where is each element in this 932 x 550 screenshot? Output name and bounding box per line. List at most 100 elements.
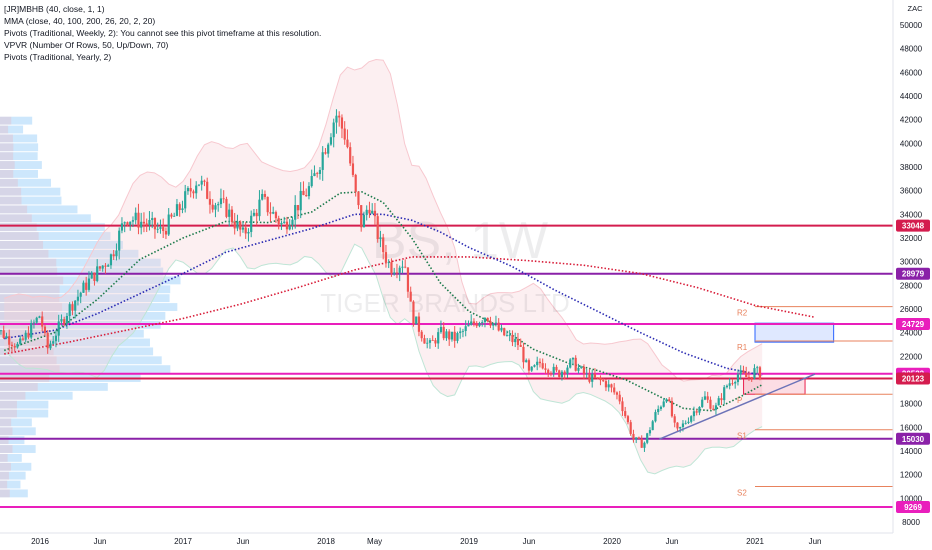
candle-body [426,342,429,344]
candle-body [530,366,533,371]
candle-body [68,304,71,316]
candle-body [703,396,707,400]
candle-body [481,322,484,323]
candle-body [313,173,316,177]
candle-body [533,365,536,367]
vpvr-bar-down [0,436,9,445]
candle-body [659,406,663,409]
legend-line-mma[interactable]: MMA (close, 40, 100, 200, 26, 20, 2, 20) [4,16,156,26]
vpvr-bar [0,347,154,356]
candle-body [71,304,74,311]
candle-body [49,343,52,349]
vpvr-bar [0,391,73,400]
candle-body [324,152,327,154]
price-tag-label: 9269 [904,503,922,512]
candle-body [211,204,214,210]
candle-body [379,237,382,240]
vpvr-bar-down [0,418,12,427]
zone-rect[interactable] [743,378,806,395]
vpvr-bar [0,365,171,374]
vpvr-bar [0,276,181,285]
candle-body [739,370,742,375]
vpvr-bar-down [0,161,15,169]
candle-body [118,230,121,251]
candle-body [439,326,443,333]
candle-body [607,384,610,388]
vpvr-bar-down [0,311,58,320]
pivot-label: R1 [737,343,748,352]
candle-body [173,215,176,217]
candle-body [494,322,498,324]
trendline[interactable] [658,373,816,440]
time-tick-label: 2016 [31,537,49,546]
candle-body [387,262,390,264]
candle-body [255,212,258,217]
legend-line-pivots-yearly[interactable]: Pivots (Traditional, Yearly, 2) [4,52,112,62]
legend-line-vpvr[interactable]: VPVR (Number Of Rows, 50, Up/Down, 70) [4,40,169,50]
candle-body [580,366,583,368]
candle-body [547,369,550,374]
candle-body [261,193,264,200]
vpvr-bar-down [0,116,12,125]
candle-body [549,373,553,374]
rectangle-zones[interactable] [743,322,835,395]
candle-body [519,345,522,347]
candle-body [329,137,333,145]
vpvr-bar [0,178,51,187]
candle-body [60,319,63,322]
candle-body [544,368,547,370]
candle-body [558,370,561,377]
vpvr-bar [0,258,161,267]
time-tick-label: 2020 [603,537,621,546]
price-tick-label: 10000 [900,494,923,503]
candle-body [307,186,311,197]
legend-line-main[interactable]: [JR]MBHB (40, close, 1, 1) [4,4,105,14]
vpvr-bar [0,294,170,303]
price-tag-bg [896,219,930,232]
candle-body [250,215,253,232]
vpvr-bar-down [0,480,8,489]
candle-body [354,174,357,192]
horizontal-levels[interactable] [0,224,893,508]
vpvr-bar-down [0,338,53,347]
time-axis[interactable]: 2016 Jun 2017 Jun 2018 May 2019 Jun 2020 Jun 2021 J… [0,532,932,550]
candle-body [32,322,36,324]
candle-body [442,326,445,339]
legend-line-pivots-weekly[interactable]: Pivots (Traditional, Weekly, 2): You can… [4,28,322,38]
vpvr-bar [0,356,162,365]
candle-body [164,231,168,235]
candle-body [197,184,201,186]
candle-body [316,173,319,174]
trendline-segment[interactable] [658,373,816,440]
candle-body [134,212,137,221]
vpvr-bar-down [0,294,60,303]
candle-body [225,198,228,217]
candle-body [327,144,330,154]
candle-body [384,252,388,263]
price-tick-label: 16000 [900,423,923,432]
candle-body [239,221,242,230]
candle-body [742,370,745,373]
candle-body [588,373,591,382]
zone-rect[interactable] [754,322,835,343]
price-tick-label: 38000 [900,163,923,172]
candle-body [371,210,374,214]
candle-body [566,367,569,374]
vpvr-bar-down [0,276,64,285]
time-axis-bg [0,533,932,550]
candle-body [478,322,481,327]
candle-body [632,433,635,440]
candle-body [420,331,423,339]
watermark-name: TIGER BRANDS LTD [320,288,569,318]
vpvr-bar [0,462,32,471]
candle-body [228,209,231,217]
candle-body [151,218,154,221]
candle-body [310,176,313,187]
time-tick-label: Jun [809,537,822,546]
price-tick-label: 8000 [902,518,920,527]
pivot-label: S2 [737,489,747,498]
candle-body [288,225,291,230]
candle-body [120,223,124,231]
candle-body [79,292,82,297]
